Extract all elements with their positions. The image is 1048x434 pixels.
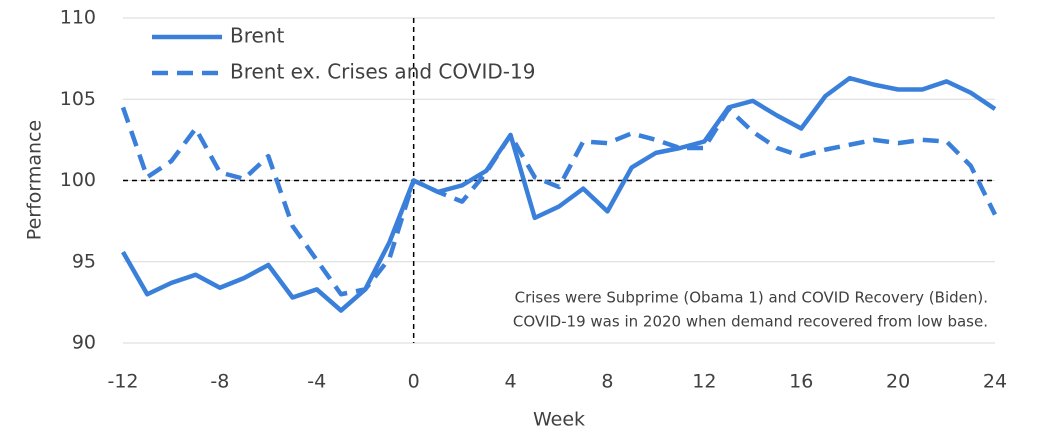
x-tick-label: 12 [692,371,716,393]
x-tick-label: 16 [789,371,813,393]
y-tick-label: 100 [60,169,96,191]
annotation: COVID-19 was in 2020 when demand recover… [513,313,988,331]
y-tick-label: 110 [60,7,96,29]
y-axis-title: Performance [24,120,46,240]
annotation: Crises were Subprime (Obama 1) and COVID… [515,289,988,307]
legend-label: Brent ex. Crises and COVID-19 [230,60,535,84]
y-tick-label: 105 [60,88,96,110]
x-axis-title: Week [533,409,585,431]
x-tick-label: -4 [307,371,326,393]
series-line [121,75,997,313]
x-tick-label: 4 [505,371,517,393]
x-tick-label: 0 [408,371,420,393]
y-tick-label: 95 [72,250,96,272]
x-tick-label: 20 [886,371,910,393]
x-tick-label: 8 [601,371,613,393]
series-line [120,106,998,297]
y-tick-label: 90 [72,332,96,354]
x-tick-label: -8 [210,371,229,393]
x-tick-label: -12 [107,371,138,393]
legend-label: Brent [230,24,284,48]
x-tick-label: 24 [983,371,1007,393]
